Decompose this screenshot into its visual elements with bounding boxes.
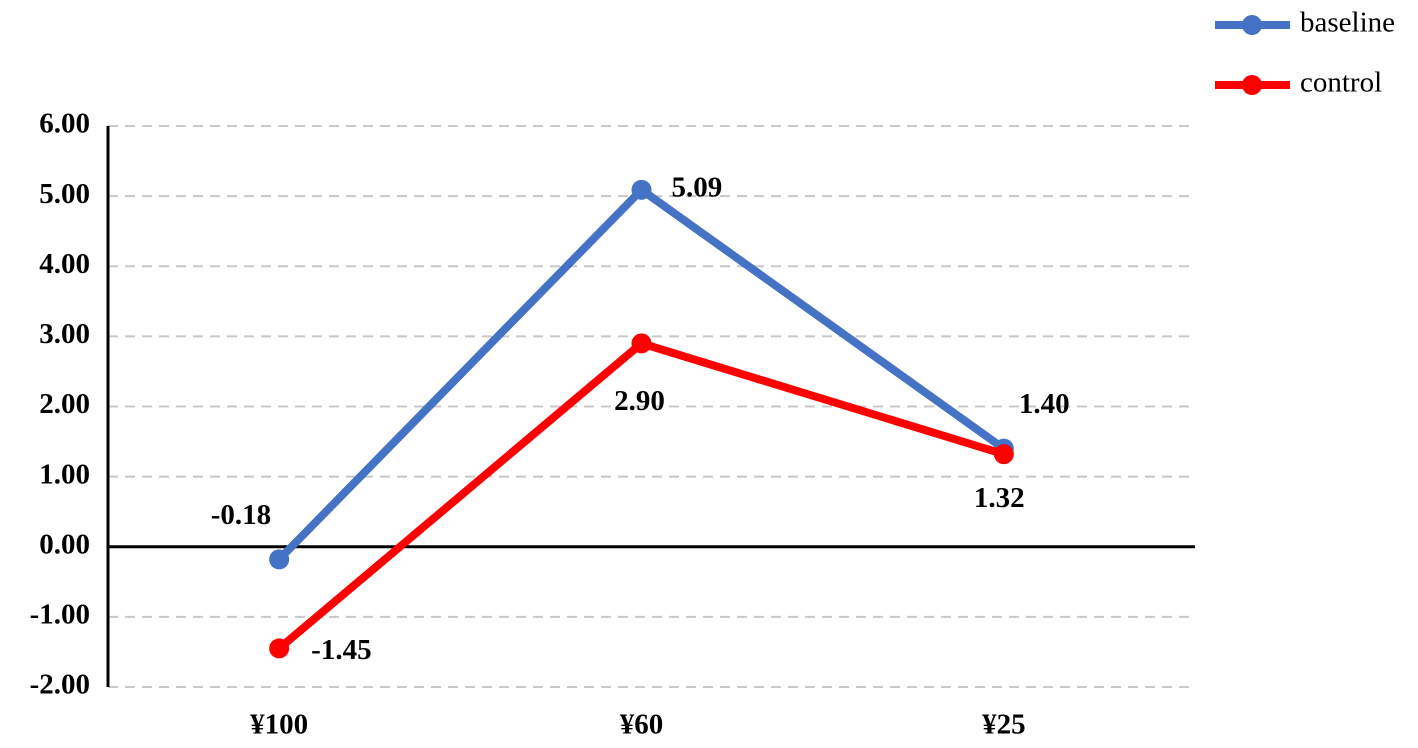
- point: [631, 179, 652, 200]
- legend-marker: [1242, 75, 1262, 95]
- x-tick-label: ¥25: [982, 709, 1026, 741]
- point: [993, 444, 1014, 465]
- y-tick-label: 2.00: [39, 388, 90, 420]
- y-tick-label: 1.00: [39, 458, 90, 490]
- data-label: -0.18: [211, 499, 271, 531]
- x-tick-label: ¥60: [620, 709, 664, 741]
- y-tick-label: -1.00: [30, 599, 90, 631]
- data-label: -1.45: [311, 634, 371, 666]
- point: [631, 333, 652, 354]
- legend-label: control: [1300, 67, 1382, 99]
- y-tick-label: 3.00: [39, 318, 90, 350]
- data-label: 1.40: [1019, 388, 1070, 420]
- y-tick-label: 0.00: [39, 528, 90, 560]
- y-tick-label: 4.00: [39, 248, 90, 280]
- y-tick-label: -2.00: [30, 669, 90, 701]
- y-tick-label: 5.00: [39, 178, 90, 210]
- legend-label: baseline: [1300, 7, 1395, 39]
- y-tick-label: 6.00: [39, 108, 90, 140]
- data-label: 1.32: [974, 482, 1025, 514]
- data-label: 5.09: [672, 171, 723, 203]
- legend-marker: [1242, 15, 1262, 35]
- x-tick-label: ¥100: [250, 709, 308, 741]
- point: [269, 638, 290, 659]
- series-line: [276, 185, 1007, 563]
- data-label: 2.90: [614, 385, 665, 417]
- point: [269, 549, 290, 570]
